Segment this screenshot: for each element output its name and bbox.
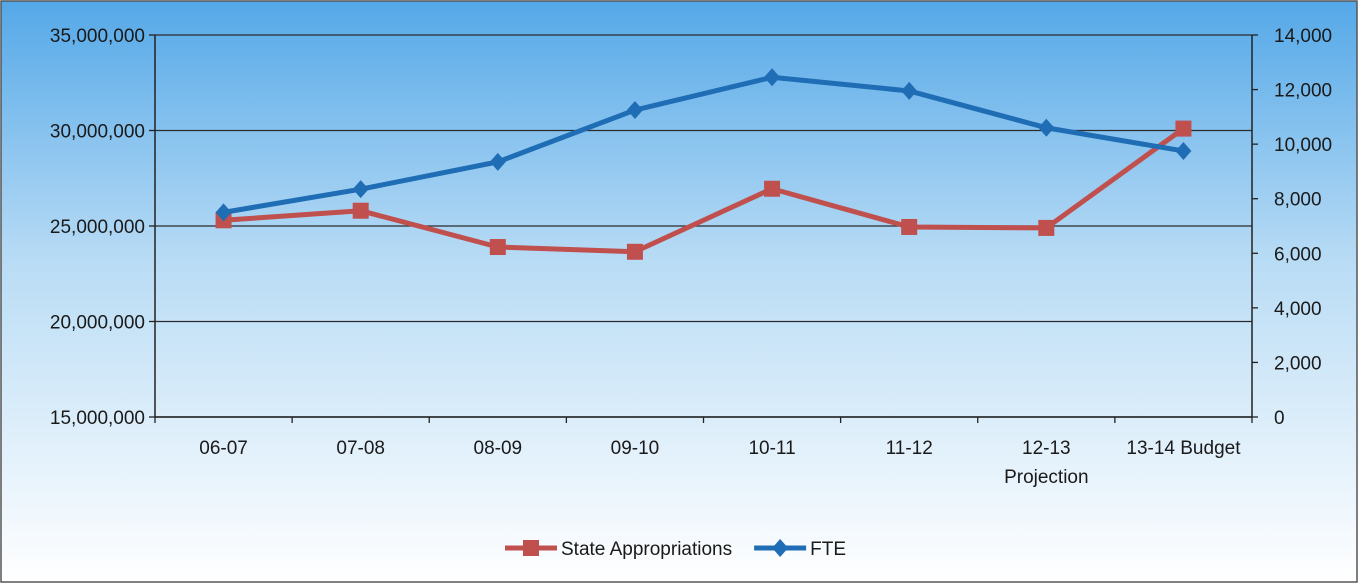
right-tick-label: 2,000 xyxy=(1274,353,1322,374)
legend-entry-fte: FTE xyxy=(754,539,846,560)
left-tick-label: 15,000,000 xyxy=(50,408,145,429)
right-tick-label: 12,000 xyxy=(1274,81,1332,102)
fte-marker xyxy=(1038,118,1055,137)
state-appropriations-marker xyxy=(626,243,643,260)
legend-marker xyxy=(523,540,539,556)
state-appropriations-marker xyxy=(764,180,781,197)
x-tick-label-line: 11-12 xyxy=(886,438,933,459)
right-tick-label: 10,000 xyxy=(1274,135,1332,156)
fte-marker xyxy=(352,180,369,199)
x-tick-label: 07-08 xyxy=(336,438,385,459)
x-tick-label-line: Projection xyxy=(1004,467,1089,488)
left-tick-label: 25,000,000 xyxy=(50,217,145,238)
legend-label: State Appropriations xyxy=(561,539,732,560)
x-tick-label-line: 09-10 xyxy=(611,438,660,459)
x-tick-label-line: 07-08 xyxy=(336,438,385,459)
x-tick-label: 06-07 xyxy=(199,438,248,459)
left-tick-label: 20,000,000 xyxy=(50,313,145,334)
left-tick-label: 30,000,000 xyxy=(50,122,145,143)
fte-marker xyxy=(901,81,918,100)
x-tick-label: 13-14 Budget xyxy=(1126,438,1241,459)
left-tick-label: 35,000,000 xyxy=(50,26,145,47)
fte-marker xyxy=(764,68,781,87)
state-appropriations-marker xyxy=(489,239,506,256)
legend-label: FTE xyxy=(810,539,846,560)
right-tick-label: 0 xyxy=(1274,408,1285,429)
legend-entry-state-appropriations: State Appropriations xyxy=(505,539,732,560)
fte-marker xyxy=(1175,141,1192,160)
x-tick-label: 11-12 xyxy=(886,438,933,459)
x-tick-label: 08-09 xyxy=(474,438,523,459)
x-tick-label: 12-13 Projection xyxy=(1004,438,1089,488)
state-appropriations-marker xyxy=(1038,219,1055,236)
fte-marker xyxy=(626,101,643,120)
state-appropriations-marker xyxy=(901,218,918,235)
state-appropriations-marker xyxy=(352,202,369,219)
right-tick-label: 4,000 xyxy=(1274,299,1322,320)
state-appropriations-marker xyxy=(1175,120,1192,137)
x-tick-label: 10-11 xyxy=(748,438,795,459)
fte-series-line xyxy=(223,74,1184,215)
right-tick-label: 8,000 xyxy=(1274,190,1322,211)
x-tick-label-line: 06-07 xyxy=(199,438,248,459)
state-appropriations-series-line xyxy=(223,126,1185,255)
x-tick-label-line: 08-09 xyxy=(474,438,523,459)
x-tick-label-line: 13-14 Budget xyxy=(1126,438,1241,459)
right-tick-label: 14,000 xyxy=(1274,26,1332,47)
x-tick-label-line: 12-13 xyxy=(1022,438,1071,459)
fte-marker xyxy=(489,152,506,171)
x-tick-label-line: 10-11 xyxy=(748,438,795,459)
right-tick-label: 6,000 xyxy=(1274,244,1322,265)
legend-marker xyxy=(772,539,789,557)
fte-marker xyxy=(215,203,232,222)
x-tick-label: 09-10 xyxy=(611,438,660,459)
